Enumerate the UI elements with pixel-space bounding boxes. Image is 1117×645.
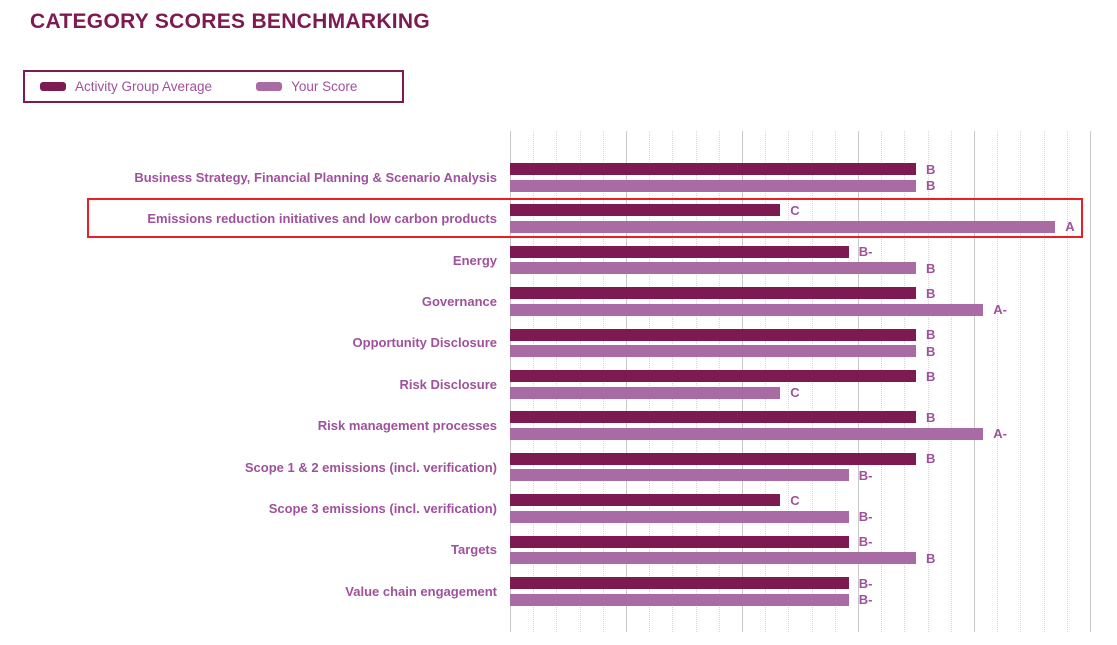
grade-label-average: B- [858,534,873,550]
gridline-minor [950,131,952,632]
bar-your-score [510,386,781,399]
grade-label-your-score: B- [858,467,873,483]
grade-label-average: C [790,202,800,218]
gridline-minor [1020,131,1022,632]
category-label: Risk Disclosure [399,376,497,392]
category-label: Opportunity Disclosure [352,335,497,351]
legend-label-your-score: Your Score [291,79,358,94]
grade-label-average: C [790,492,800,508]
grade-label-average: B [926,285,936,301]
category-label: Targets [451,542,497,558]
bar-your-score [510,262,916,275]
bar-your-score [510,552,916,565]
bar-activity-group-average [510,452,916,465]
grade-label-your-score: C [790,385,800,400]
bar-your-score [510,427,984,440]
gridline-major [1090,131,1091,632]
gridline-minor [1043,131,1045,632]
bar-activity-group-average [510,287,916,300]
grade-label-average: B [926,451,936,467]
bar-your-score [510,510,849,523]
bar-activity-group-average [510,411,916,424]
bar-activity-group-average [510,245,849,258]
bar-your-score [510,469,849,482]
grade-label-average: B [926,368,936,384]
bar-activity-group-average [510,494,781,507]
grade-label-average: B [926,327,936,343]
gridline-minor [927,131,929,632]
category-label: Energy [452,252,497,268]
grade-label-your-score: B- [858,509,873,525]
bar-activity-group-average [510,328,916,341]
legend-item-average: Activity Group Average [40,79,212,94]
bar-your-score [510,179,916,192]
grade-label-your-score: B [926,260,936,276]
chart-title: CATEGORY SCORES BENCHMARKING [30,10,431,33]
bar-your-score [510,220,1056,233]
category-label: Value chain engagement [345,583,497,599]
bar-activity-group-average [510,370,916,382]
legend-label-average: Activity Group Average [75,79,213,94]
bar-activity-group-average [510,577,849,589]
legend: Activity Group Average Your Score [23,70,404,103]
grade-label-your-score: A- [993,302,1008,318]
category-label: Risk management processes [317,418,497,434]
grade-label-average: B [926,409,936,425]
gridline-major [974,131,975,632]
grade-label-your-score: B [926,343,936,359]
grade-label-your-score: A [1065,219,1075,235]
bar-activity-group-average [510,535,849,548]
grade-label-your-score: B- [858,592,873,607]
gridline-minor [997,131,999,632]
category-label: Business Strategy, Financial Planning & … [134,169,497,185]
grade-label-average: B- [858,575,873,591]
bar-your-score [510,303,984,316]
grade-label-average: B [926,161,936,177]
bar-your-score [510,345,916,358]
category-label: Scope 3 emissions (incl. verification) [268,500,497,516]
category-label: Governance [421,293,497,309]
grade-label-your-score: B [926,550,936,566]
grade-label-your-score: A- [993,426,1008,442]
legend-item-your-score: Your Score [256,79,357,94]
category-label: Scope 1 & 2 emissions (incl. verificatio… [244,459,497,475]
bar-your-score [510,593,849,606]
bar-activity-group-average [510,204,781,217]
bar-activity-group-average [510,163,916,175]
grade-label-your-score: B [926,178,936,193]
highlight-box [87,198,1083,239]
category-label: Emissions reduction initiatives and low … [147,211,497,227]
legend-swatch-your-score [256,82,283,91]
gridline-minor [1066,131,1068,632]
grade-label-average: B- [858,244,873,260]
legend-swatch-average [40,82,66,91]
